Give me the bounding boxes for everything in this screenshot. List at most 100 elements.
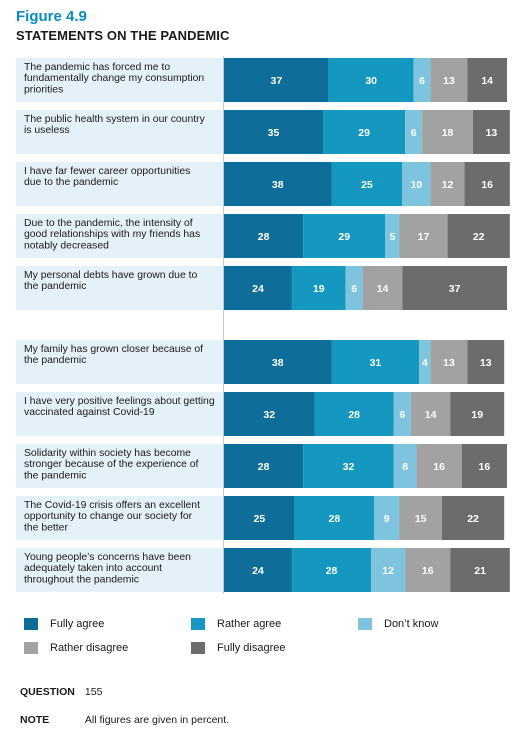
statement-row-bg [16,392,223,436]
bar-segment-rather-agree [331,162,403,206]
data-label-fully-disagree: 16 [479,461,491,473]
data-label-fully-agree: 28 [258,461,270,473]
bar-segment-rather-agree [303,444,394,488]
data-label-don-t-know: 6 [411,127,417,139]
data-label-rather-disagree: 15 [415,513,427,525]
legend-swatch-fully-disagree [191,642,205,654]
bar-segment-rather-disagree [416,444,462,488]
statement-label: The Covid-19 crisis offers an excellent o… [24,500,200,533]
bar-segment-rather-disagree [422,110,474,154]
data-label-rather-agree: 19 [313,283,325,295]
bar-segment-fully-agree [224,444,304,488]
bar-segment-rather-disagree [399,496,442,540]
data-label-fully-disagree: 37 [449,283,461,295]
bar-segment-don-t-know [413,58,431,102]
data-label-fully-agree: 37 [271,75,283,87]
legend-swatch-rather-disagree [24,642,38,654]
data-label-rather-disagree: 13 [443,357,455,369]
data-label-fully-agree: 24 [252,283,264,295]
data-label-don-t-know: 4 [422,357,428,369]
data-label-fully-agree: 32 [263,409,275,421]
bar-segment-rather-agree [294,496,374,540]
data-label-rather-disagree: 13 [443,75,455,87]
data-label-fully-disagree: 13 [486,127,498,139]
data-label-fully-agree: 24 [252,565,264,577]
bar-segment-rather-disagree [430,162,465,206]
bar-segment-rather-disagree [410,392,451,436]
bar-segment-rather-disagree [430,340,468,384]
bar-segment-don-t-know [371,548,406,592]
bar-segment-fully-disagree [450,392,505,436]
data-label-fully-agree: 25 [254,513,266,525]
legend-swatch-rather-agree [191,618,205,630]
statement-row-bg [16,162,223,206]
statement-row-bg [16,110,223,154]
data-label-don-t-know: 9 [384,513,390,525]
legend-item-rather-disagree: Rather disagree [24,642,128,654]
statement-row-bg [16,340,223,384]
note-label: NOTE [20,714,50,726]
data-label-don-t-know: 8 [402,461,408,473]
data-label-rather-disagree: 12 [442,179,454,191]
statement-label: I have very positive feelings about gett… [24,396,215,418]
data-label-rather-agree: 31 [370,357,382,369]
legend-item-fully-disagree: Fully disagree [191,642,285,654]
bar-segment-fully-agree [224,392,315,436]
bar-segment-don-t-know [419,340,431,384]
bar-segment-don-t-know [373,496,400,540]
bar-segment-fully-agree [224,58,329,102]
data-label-fully-disagree: 22 [473,231,485,243]
bar-segment-rather-agree [328,58,414,102]
data-label-don-t-know: 6 [399,409,405,421]
legend-label-rather-agree: Rather agree [217,618,282,630]
bar-segment-don-t-know [402,162,431,206]
bar-segment-fully-agree [224,162,332,206]
bar-segment-fully-disagree [464,162,510,206]
data-label-fully-disagree: 19 [471,409,483,421]
data-label-fully-disagree: 21 [474,565,486,577]
question-value: 155 [84,686,103,698]
statement-row-bg [16,444,223,488]
legend-swatch-dont-know [358,618,372,630]
data-label-rather-agree: 25 [361,179,373,191]
bar-segment-rather-disagree [405,548,451,592]
statement-label: My family has grown closer because of the… [24,344,203,366]
data-label-fully-agree: 38 [272,179,284,191]
bar-segment-don-t-know [385,214,400,258]
data-label-fully-agree: 38 [272,357,284,369]
data-label-don-t-know: 10 [411,179,423,191]
bar-segment-fully-agree [224,110,324,154]
bar-segment-fully-agree [224,548,292,592]
statement-label: Young people’s concerns have been adequat… [24,552,191,585]
bar-segment-rather-agree [331,340,420,384]
bar-segment-fully-agree [224,214,304,258]
data-label-fully-agree: 28 [258,231,270,243]
data-label-fully-disagree: 16 [481,179,493,191]
legend-swatch-fully-agree [24,618,38,630]
statement-row-bg [16,496,223,540]
legend: Fully agree Rather agree Don’t know Rath… [0,612,524,662]
statement-row-bg [16,266,223,310]
bar-segment-fully-disagree [402,266,507,310]
bar-segment-fully-disagree [450,548,510,592]
statement-row-bg [16,214,223,258]
data-label-rather-disagree: 16 [422,565,434,577]
bar-segment-rather-agree [314,392,394,436]
note-value: All figures are given in percent. [84,714,230,726]
data-label-rather-disagree: 17 [418,231,430,243]
data-label-rather-agree: 29 [338,231,350,243]
data-label-fully-agree: 35 [268,127,280,139]
stacked-bar-chart: The pandemic has forced me to fundamental… [16,56,510,594]
bar-segment-rather-agree [323,110,406,154]
statement-label: Due to the pandemic, the intensity of goo… [24,218,200,251]
data-label-rather-disagree: 16 [433,461,445,473]
bar-segment-rather-disagree [362,266,403,310]
data-label-rather-agree: 28 [348,409,360,421]
data-label-fully-disagree: 14 [481,75,493,87]
bar-segment-fully-disagree [467,58,507,102]
note-row: NOTE All figures are given in percent. [20,714,229,726]
figure-number: Figure 4.9 [16,8,87,25]
legend-label-rather-disagree: Rather disagree [50,642,129,654]
data-label-rather-disagree: 14 [425,409,437,421]
data-label-rather-disagree: 14 [377,283,389,295]
